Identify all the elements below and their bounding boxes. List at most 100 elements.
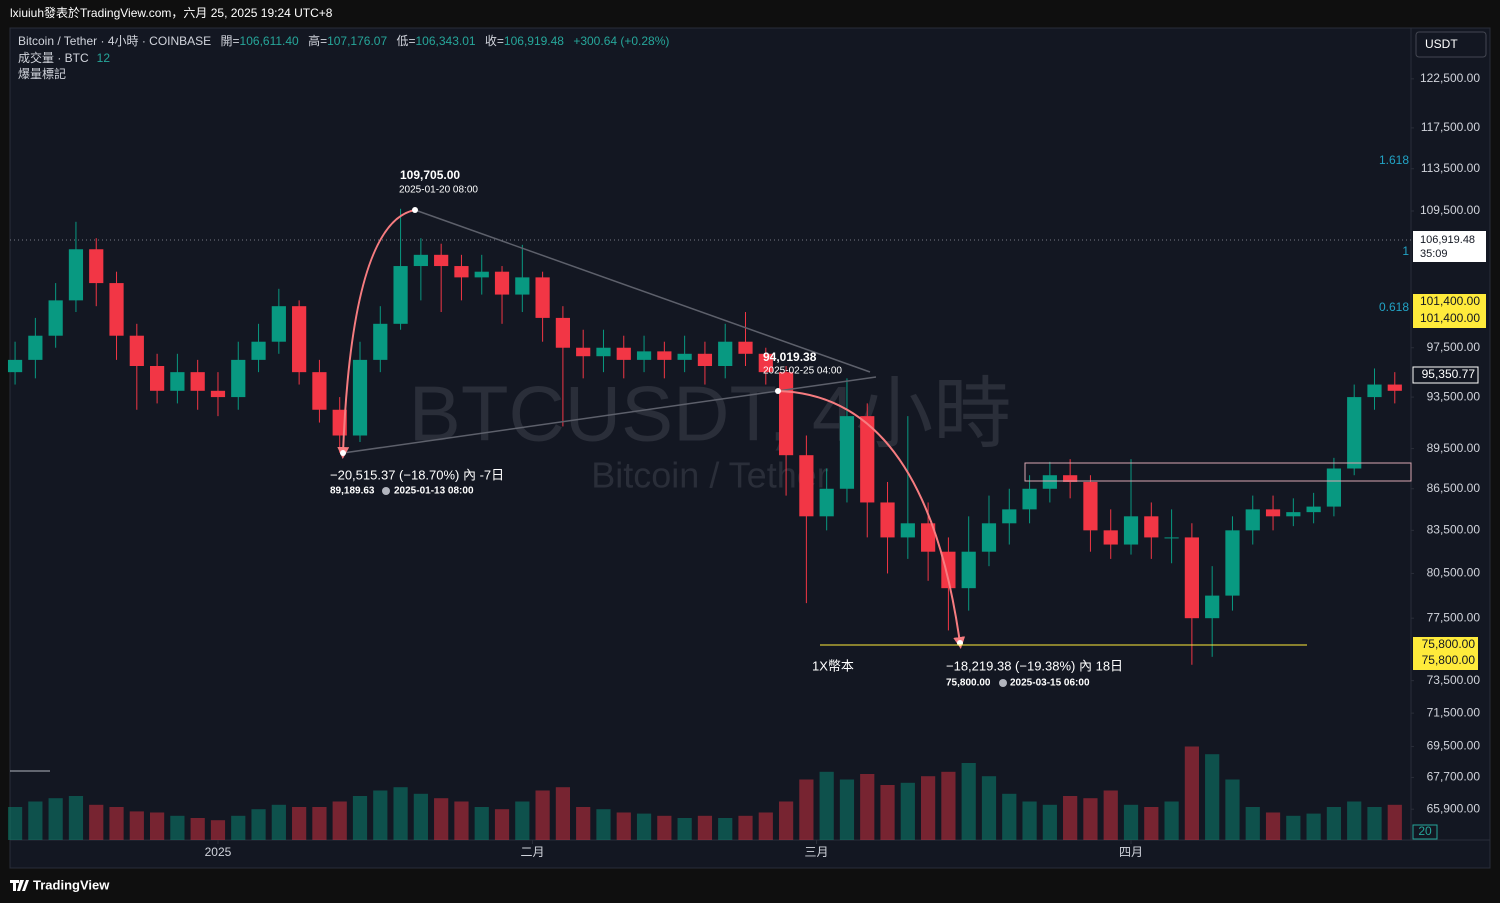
candle-body [251,341,266,360]
watermark-name: Bitcoin / Tether [591,455,828,496]
x-tick-label: 二月 [520,845,544,859]
candle-body [48,300,63,336]
legend-value: 106,611.40 [240,34,299,48]
volume-bar [1063,796,1078,840]
candle-body [89,249,104,284]
price-label-box [1413,231,1486,262]
volume-bar [89,804,104,840]
volume-bar [819,771,834,840]
volume-bar [839,779,855,840]
header-title: lxiuiuh發表於TradingView.com，六月 25, 2025 19… [10,5,333,20]
volume-bar [636,813,652,840]
candle-body [1042,475,1057,489]
y-tick-label: 117,500.00 [1421,120,1480,134]
volume-bar [1225,779,1240,840]
legend-value: 106,919.48 [504,34,564,48]
volume-bar [1245,807,1260,840]
candle-body [515,277,530,295]
candle-body [434,254,449,267]
price-label: 101,400.00 [1420,311,1480,325]
fib-label: 1 [1402,244,1409,258]
y-tick-label: 109,500.00 [1420,203,1480,217]
y-tick-label: 77,500.00 [1427,610,1481,624]
anchor-point [775,388,781,394]
candle-body [413,254,428,267]
volume-bar [109,807,124,840]
volume-bar [778,801,794,840]
price-label: 75,800.00 [1422,637,1476,651]
annotation: −18,219.38 (−19.38%) 內 18日 [946,658,1123,673]
volume-bar [1265,812,1281,840]
currency-button-label[interactable]: USDT [1425,37,1458,51]
candle-body [1103,530,1118,545]
candle-body [677,353,692,360]
annotation: 1X幣本 [812,658,854,673]
candle-body [1225,530,1240,596]
candle-body [1144,516,1159,538]
y-tick-label: 67,700.00 [1427,770,1481,784]
volume-bar [1042,804,1057,840]
volume-bar [981,776,997,840]
anchor-point [340,450,346,456]
x-tick-label: 四月 [1119,845,1143,859]
volume-bar [1326,807,1342,840]
clock-icon [999,679,1007,687]
candle-body [616,347,631,360]
annotation: 109,705.00 [400,168,460,182]
volume-bar [393,787,408,840]
currency-button[interactable] [1415,31,1487,58]
volume-bar [535,790,550,840]
volume-bar [413,793,428,840]
legend-symbol-text: Bitcoin / Tether · 4小時 · COINBASE [18,34,211,48]
y-tick-label: 71,500.00 [1427,705,1481,719]
volume-bar [1286,815,1301,840]
x-tick-label: 三月 [805,845,829,859]
volume-bar [454,801,469,840]
volume-bar [1103,790,1118,840]
price-label-box [1413,294,1486,328]
candle-body [393,266,408,324]
candle-body [190,372,205,391]
candle-body [697,353,713,366]
legend-key: 開= [221,34,240,48]
candle-body [231,359,246,398]
candle-body [1265,509,1281,517]
volume-bar [170,815,185,840]
candle-body [839,416,855,489]
volume-bar [494,809,510,840]
y-tick-label: 73,500.00 [1427,673,1481,687]
volume-bar [758,812,773,840]
candle-body [1286,512,1301,517]
annotation: 89,189.63 [330,486,375,497]
volume-bar [1205,754,1220,840]
volume-bar [129,811,144,840]
volume-bar [677,818,692,840]
price-label-box [1412,366,1479,384]
volume-bar [738,815,753,840]
legend-volume-name: 成交量 · BTC [18,50,89,65]
candle-body [7,359,23,373]
candle-body [28,335,43,360]
annotation: 2025-02-25 04:00 [763,366,842,377]
annotation: 94,019.38 [763,350,817,364]
countdown: 35:09 [1420,248,1448,260]
candle-body [454,266,469,278]
price-label-box [1412,824,1438,840]
volume-layer [7,746,1402,840]
volume-bar [150,812,165,840]
candle-body [758,353,773,373]
legend-indicator: 爆量標記 [18,66,66,81]
candle-body [210,390,226,398]
y-tick-label: 86,500.00 [1427,481,1481,495]
candle-body [961,551,976,589]
volume-bar [1123,804,1139,840]
fib-label: 1.618 [1379,153,1409,167]
candle-body [981,523,997,552]
legend-symbol: Bitcoin / Tether · 4小時 · COINBASE 開=106,… [18,33,669,48]
candle-body [738,341,753,354]
time-axis: 2025 二月 三月 四月 [205,840,1143,859]
candle-body [1306,506,1321,513]
price-label-box [1413,637,1478,670]
volume-bar [1184,746,1199,840]
